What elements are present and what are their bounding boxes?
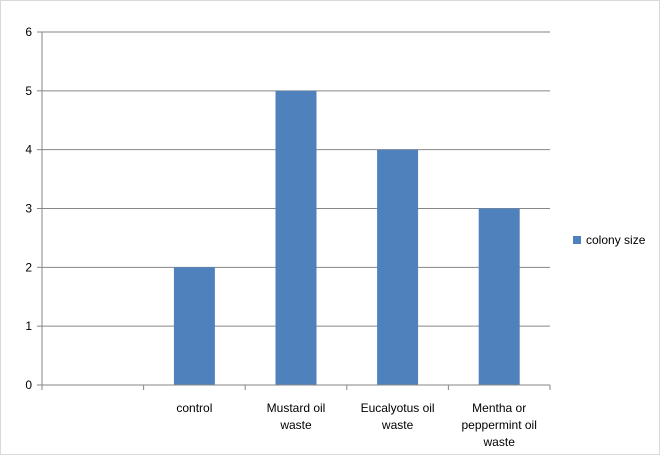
y-tick-label: 0 [25, 378, 32, 392]
bars [173, 90, 520, 385]
legend-swatch [573, 236, 581, 244]
x-tick-label: waste [381, 418, 414, 432]
y-tick-label: 1 [25, 319, 32, 333]
legend-label: colony size [586, 233, 646, 247]
axes [37, 31, 551, 390]
y-tick-label: 4 [25, 143, 32, 157]
x-tick-label: peppermint oil [462, 418, 537, 432]
x-tick-label: Mustard oil [267, 401, 326, 415]
legend: colony size [573, 233, 646, 247]
x-tick-label: Mentha or [472, 401, 526, 415]
y-tick-label: 6 [25, 25, 32, 39]
bar-4 [478, 208, 520, 385]
y-tick-label: 2 [25, 260, 32, 274]
x-tick-label: waste [483, 435, 516, 449]
y-tick-labels: 0 1 2 3 4 5 6 [25, 25, 32, 392]
y-tick-label: 5 [25, 84, 32, 98]
bar-1 [173, 267, 215, 385]
y-tick-label: 3 [25, 202, 32, 216]
bar-3 [377, 149, 419, 385]
bar-2 [275, 90, 317, 385]
x-tick-labels: control Mustard oil waste Eucalyotus oil was… [176, 401, 537, 449]
x-tick-label: Eucalyotus oil [361, 401, 435, 415]
x-tick-label: waste [279, 418, 312, 432]
x-tick-label: control [176, 401, 212, 415]
